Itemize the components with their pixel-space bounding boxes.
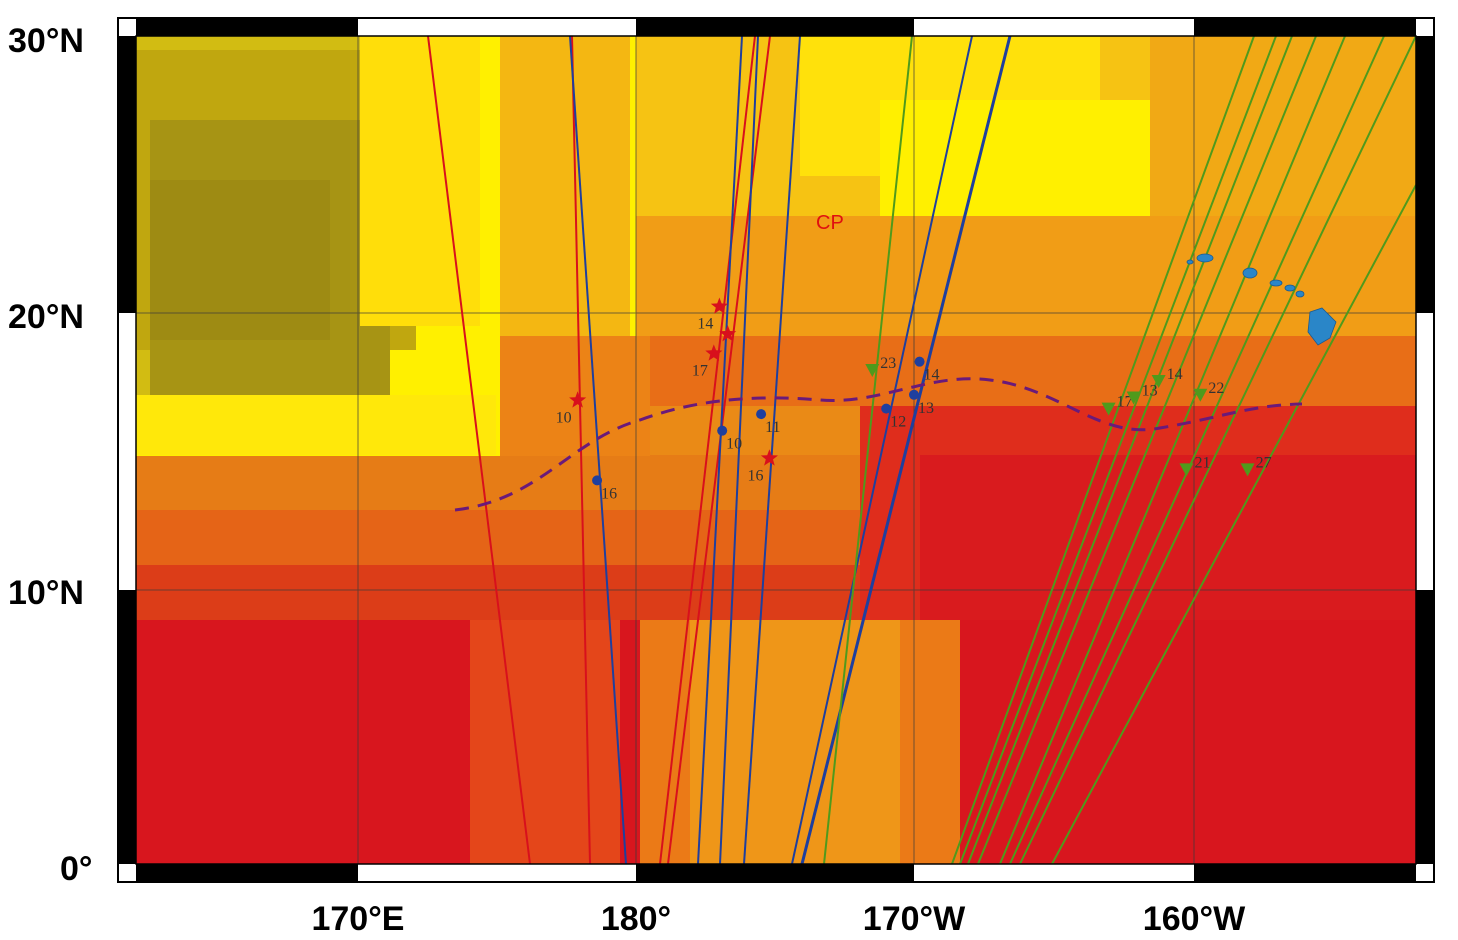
green-triangle-label: 22 <box>1208 380 1224 397</box>
storm-track-line <box>719 35 759 865</box>
storm-markers: 16 10 14 17 16 10 11 12 13 14 23 17 13 14 22 21 27 <box>556 297 1272 502</box>
red-star-marker <box>569 391 587 408</box>
blue-dot-marker <box>717 425 728 436</box>
blue-dot-marker <box>756 409 767 420</box>
green-triangle-label: 13 <box>1142 383 1158 400</box>
dashed-boundary-line <box>454 377 1303 512</box>
storm-tracks <box>427 35 1417 865</box>
storm-track-line <box>1019 35 1417 865</box>
storm-track-line <box>959 35 1277 865</box>
blue-dot-marker <box>881 403 892 414</box>
blue-dot-marker <box>914 356 925 367</box>
red-star-marker <box>760 449 778 466</box>
blue-dot-label: 14 <box>924 367 940 384</box>
lat-label-20n: 20°N <box>8 298 84 336</box>
lon-label-160w: 160°W <box>1143 900 1246 938</box>
storm-track-line <box>977 35 1317 865</box>
green-triangle-label: 27 <box>1256 454 1272 471</box>
storm-track-line <box>791 35 973 865</box>
storm-track-line <box>951 35 1255 865</box>
blue-dot-marker <box>592 475 603 486</box>
blue-dot-label: 10 <box>726 436 742 453</box>
blue-dot-label: 13 <box>918 400 934 417</box>
storm-track-line <box>999 35 1346 865</box>
green-triangle-marker <box>1126 391 1141 405</box>
green-triangle-label: 14 <box>1167 366 1183 383</box>
red-star-marker <box>719 325 737 342</box>
blue-dot-label: 11 <box>765 419 780 436</box>
lat-label-30n: 30°N <box>8 22 84 60</box>
green-triangle-marker <box>865 363 880 377</box>
lon-label-170w: 170°W <box>863 900 966 938</box>
map-frame <box>117 17 1435 883</box>
region-label-cp: CP <box>816 212 844 234</box>
red-star-label: 14 <box>697 315 713 332</box>
lon-label-170e: 170°E <box>311 900 404 938</box>
green-triangle-marker <box>1193 388 1208 402</box>
red-star-marker <box>710 297 728 314</box>
blue-dot-label: 12 <box>890 414 906 431</box>
storm-track-line <box>659 35 756 865</box>
hawaiian-islands <box>1186 253 1337 346</box>
green-triangle-marker <box>1151 375 1166 388</box>
longitude-labels: 170°E 180° 170°W 160°W <box>311 900 1246 938</box>
red-star-label: 10 <box>556 409 572 426</box>
green-triangle-marker <box>1101 402 1116 416</box>
storm-track-line <box>697 35 743 865</box>
green-triangle-label: 21 <box>1194 454 1210 471</box>
storm-track-line <box>427 35 531 865</box>
latitude-labels: 30°N 20°N 10°N 0° <box>8 22 93 888</box>
storm-track-line <box>743 35 801 865</box>
red-star-marker <box>705 344 723 361</box>
green-triangle-label: 17 <box>1117 394 1133 411</box>
storm-track-line <box>967 35 1293 865</box>
lat-label-0: 0° <box>60 850 93 888</box>
storm-track-line <box>823 35 913 865</box>
green-triangle-marker <box>1179 463 1194 477</box>
blue-dot-marker <box>909 389 919 400</box>
red-star-label: 16 <box>747 467 763 484</box>
sst-color-field <box>136 36 1416 864</box>
lon-label-180: 180° <box>601 900 671 938</box>
green-triangle-label: 23 <box>880 355 896 372</box>
storm-track-line <box>1051 184 1417 865</box>
green-triangle-marker <box>1240 463 1255 477</box>
red-star-label: 17 <box>692 362 708 379</box>
graticule <box>136 36 1416 864</box>
lat-label-10n: 10°N <box>8 574 84 612</box>
storm-track-line <box>569 35 627 865</box>
storm-track-line <box>800 35 1012 865</box>
blue-dot-label: 16 <box>601 485 617 502</box>
storm-track-line <box>1009 35 1385 865</box>
